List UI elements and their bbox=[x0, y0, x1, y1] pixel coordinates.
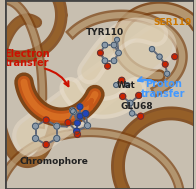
Circle shape bbox=[43, 142, 49, 148]
Circle shape bbox=[114, 83, 119, 88]
Text: Wat: Wat bbox=[117, 81, 136, 91]
Circle shape bbox=[102, 58, 108, 64]
Text: TYR110: TYR110 bbox=[86, 28, 124, 37]
Circle shape bbox=[125, 83, 130, 88]
Circle shape bbox=[65, 120, 71, 126]
Circle shape bbox=[70, 108, 75, 113]
Circle shape bbox=[136, 92, 142, 98]
Text: transfer: transfer bbox=[5, 58, 50, 68]
Circle shape bbox=[74, 131, 80, 137]
Text: Proton: Proton bbox=[145, 79, 182, 89]
Circle shape bbox=[54, 123, 60, 129]
Circle shape bbox=[54, 136, 60, 141]
Circle shape bbox=[84, 123, 91, 129]
Circle shape bbox=[172, 54, 178, 60]
Circle shape bbox=[102, 42, 108, 48]
Circle shape bbox=[33, 123, 39, 129]
Circle shape bbox=[115, 37, 120, 42]
Circle shape bbox=[116, 50, 121, 56]
Circle shape bbox=[127, 100, 133, 106]
Circle shape bbox=[164, 71, 170, 76]
Circle shape bbox=[43, 117, 49, 123]
Text: transfer: transfer bbox=[141, 89, 186, 98]
Circle shape bbox=[130, 111, 135, 116]
Circle shape bbox=[149, 46, 155, 52]
Circle shape bbox=[105, 63, 110, 69]
Circle shape bbox=[157, 54, 162, 59]
Circle shape bbox=[33, 135, 39, 141]
Circle shape bbox=[138, 113, 144, 119]
Circle shape bbox=[111, 58, 117, 64]
Circle shape bbox=[77, 104, 83, 110]
Text: Chromophore: Chromophore bbox=[19, 157, 88, 166]
Text: GLU68: GLU68 bbox=[121, 102, 153, 111]
Circle shape bbox=[111, 42, 117, 48]
Circle shape bbox=[83, 111, 89, 117]
Circle shape bbox=[74, 120, 80, 126]
Text: SER119: SER119 bbox=[154, 18, 192, 27]
Circle shape bbox=[120, 93, 126, 99]
Circle shape bbox=[77, 113, 83, 119]
Circle shape bbox=[71, 109, 77, 115]
Text: Electron: Electron bbox=[5, 49, 50, 59]
Circle shape bbox=[74, 128, 80, 134]
Circle shape bbox=[162, 61, 168, 67]
Circle shape bbox=[98, 50, 103, 56]
Circle shape bbox=[119, 77, 125, 83]
